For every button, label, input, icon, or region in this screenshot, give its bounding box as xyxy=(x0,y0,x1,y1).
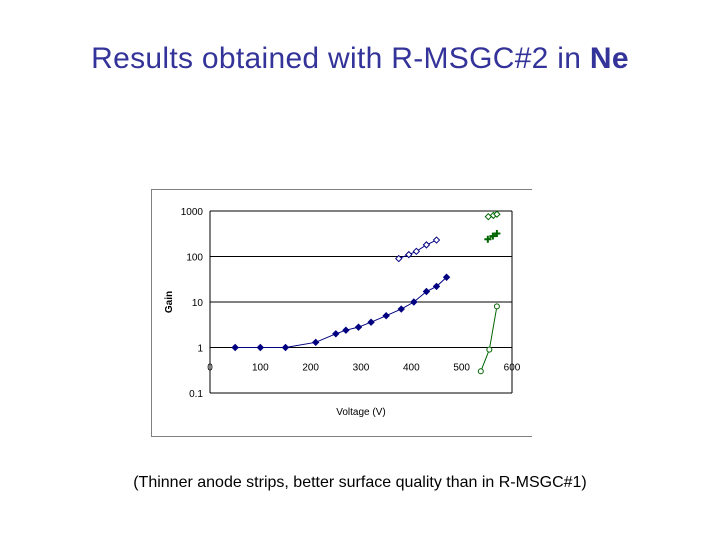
x-tick-label: 400 xyxy=(403,363,420,374)
x-tick-label: 200 xyxy=(302,363,319,374)
data-point xyxy=(484,212,493,221)
x-tick-label: 100 xyxy=(252,363,269,374)
y-tick-label: 1 xyxy=(197,344,203,355)
data-point xyxy=(493,303,500,310)
data-point xyxy=(410,298,418,306)
data-point xyxy=(422,287,431,296)
data-point xyxy=(367,318,375,326)
data-point xyxy=(493,210,501,218)
data-point xyxy=(281,343,290,352)
x-tick-label: 300 xyxy=(353,363,370,374)
gain-voltage-chart: 0.1 1 10 100 1000 0 100 200 300 400 500 600 Voltage … xyxy=(164,207,521,418)
data-point xyxy=(354,323,363,331)
chart-frame: 0.1 1 10 100 1000 0 100 200 300 400 500 600 Voltage … xyxy=(151,189,532,437)
y-tick-label: 1000 xyxy=(181,207,204,218)
slide-title-gas: Ne xyxy=(589,42,629,75)
data-point xyxy=(311,338,320,347)
series-line xyxy=(480,306,498,372)
x-tick-label: 600 xyxy=(504,363,521,374)
data-point xyxy=(484,235,492,243)
data-point xyxy=(405,250,413,259)
series-line xyxy=(235,276,447,348)
data-point xyxy=(342,326,350,334)
data-point xyxy=(382,311,390,320)
y-tick-label: 10 xyxy=(192,298,204,309)
data-point xyxy=(489,232,497,240)
y-tick-label: 100 xyxy=(186,253,203,264)
data-point xyxy=(486,346,493,353)
data-point xyxy=(412,247,421,256)
data-point xyxy=(442,273,451,281)
data-point xyxy=(493,230,501,238)
data-point xyxy=(397,305,405,313)
x-tick-label: 0 xyxy=(207,363,213,374)
x-axis-label: Voltage (V) xyxy=(336,407,385,418)
data-point xyxy=(395,254,403,263)
data-point xyxy=(231,343,239,352)
y-axis-label: Gain xyxy=(164,291,175,313)
data-point xyxy=(477,368,484,375)
data-point xyxy=(432,282,441,291)
x-tick-label: 500 xyxy=(453,363,470,374)
data-point xyxy=(422,241,431,249)
slide-title: Results obtained with R-MSGC#2 in Ne xyxy=(0,42,720,76)
slide-title-text: Results obtained with R-MSGC#2 in xyxy=(91,42,590,75)
data-point xyxy=(432,236,441,244)
slide-caption: (Thinner anode strips, better surface qu… xyxy=(133,474,587,491)
data-point xyxy=(332,330,340,338)
data-point xyxy=(256,343,265,352)
y-tick-label: 0.1 xyxy=(189,389,203,400)
